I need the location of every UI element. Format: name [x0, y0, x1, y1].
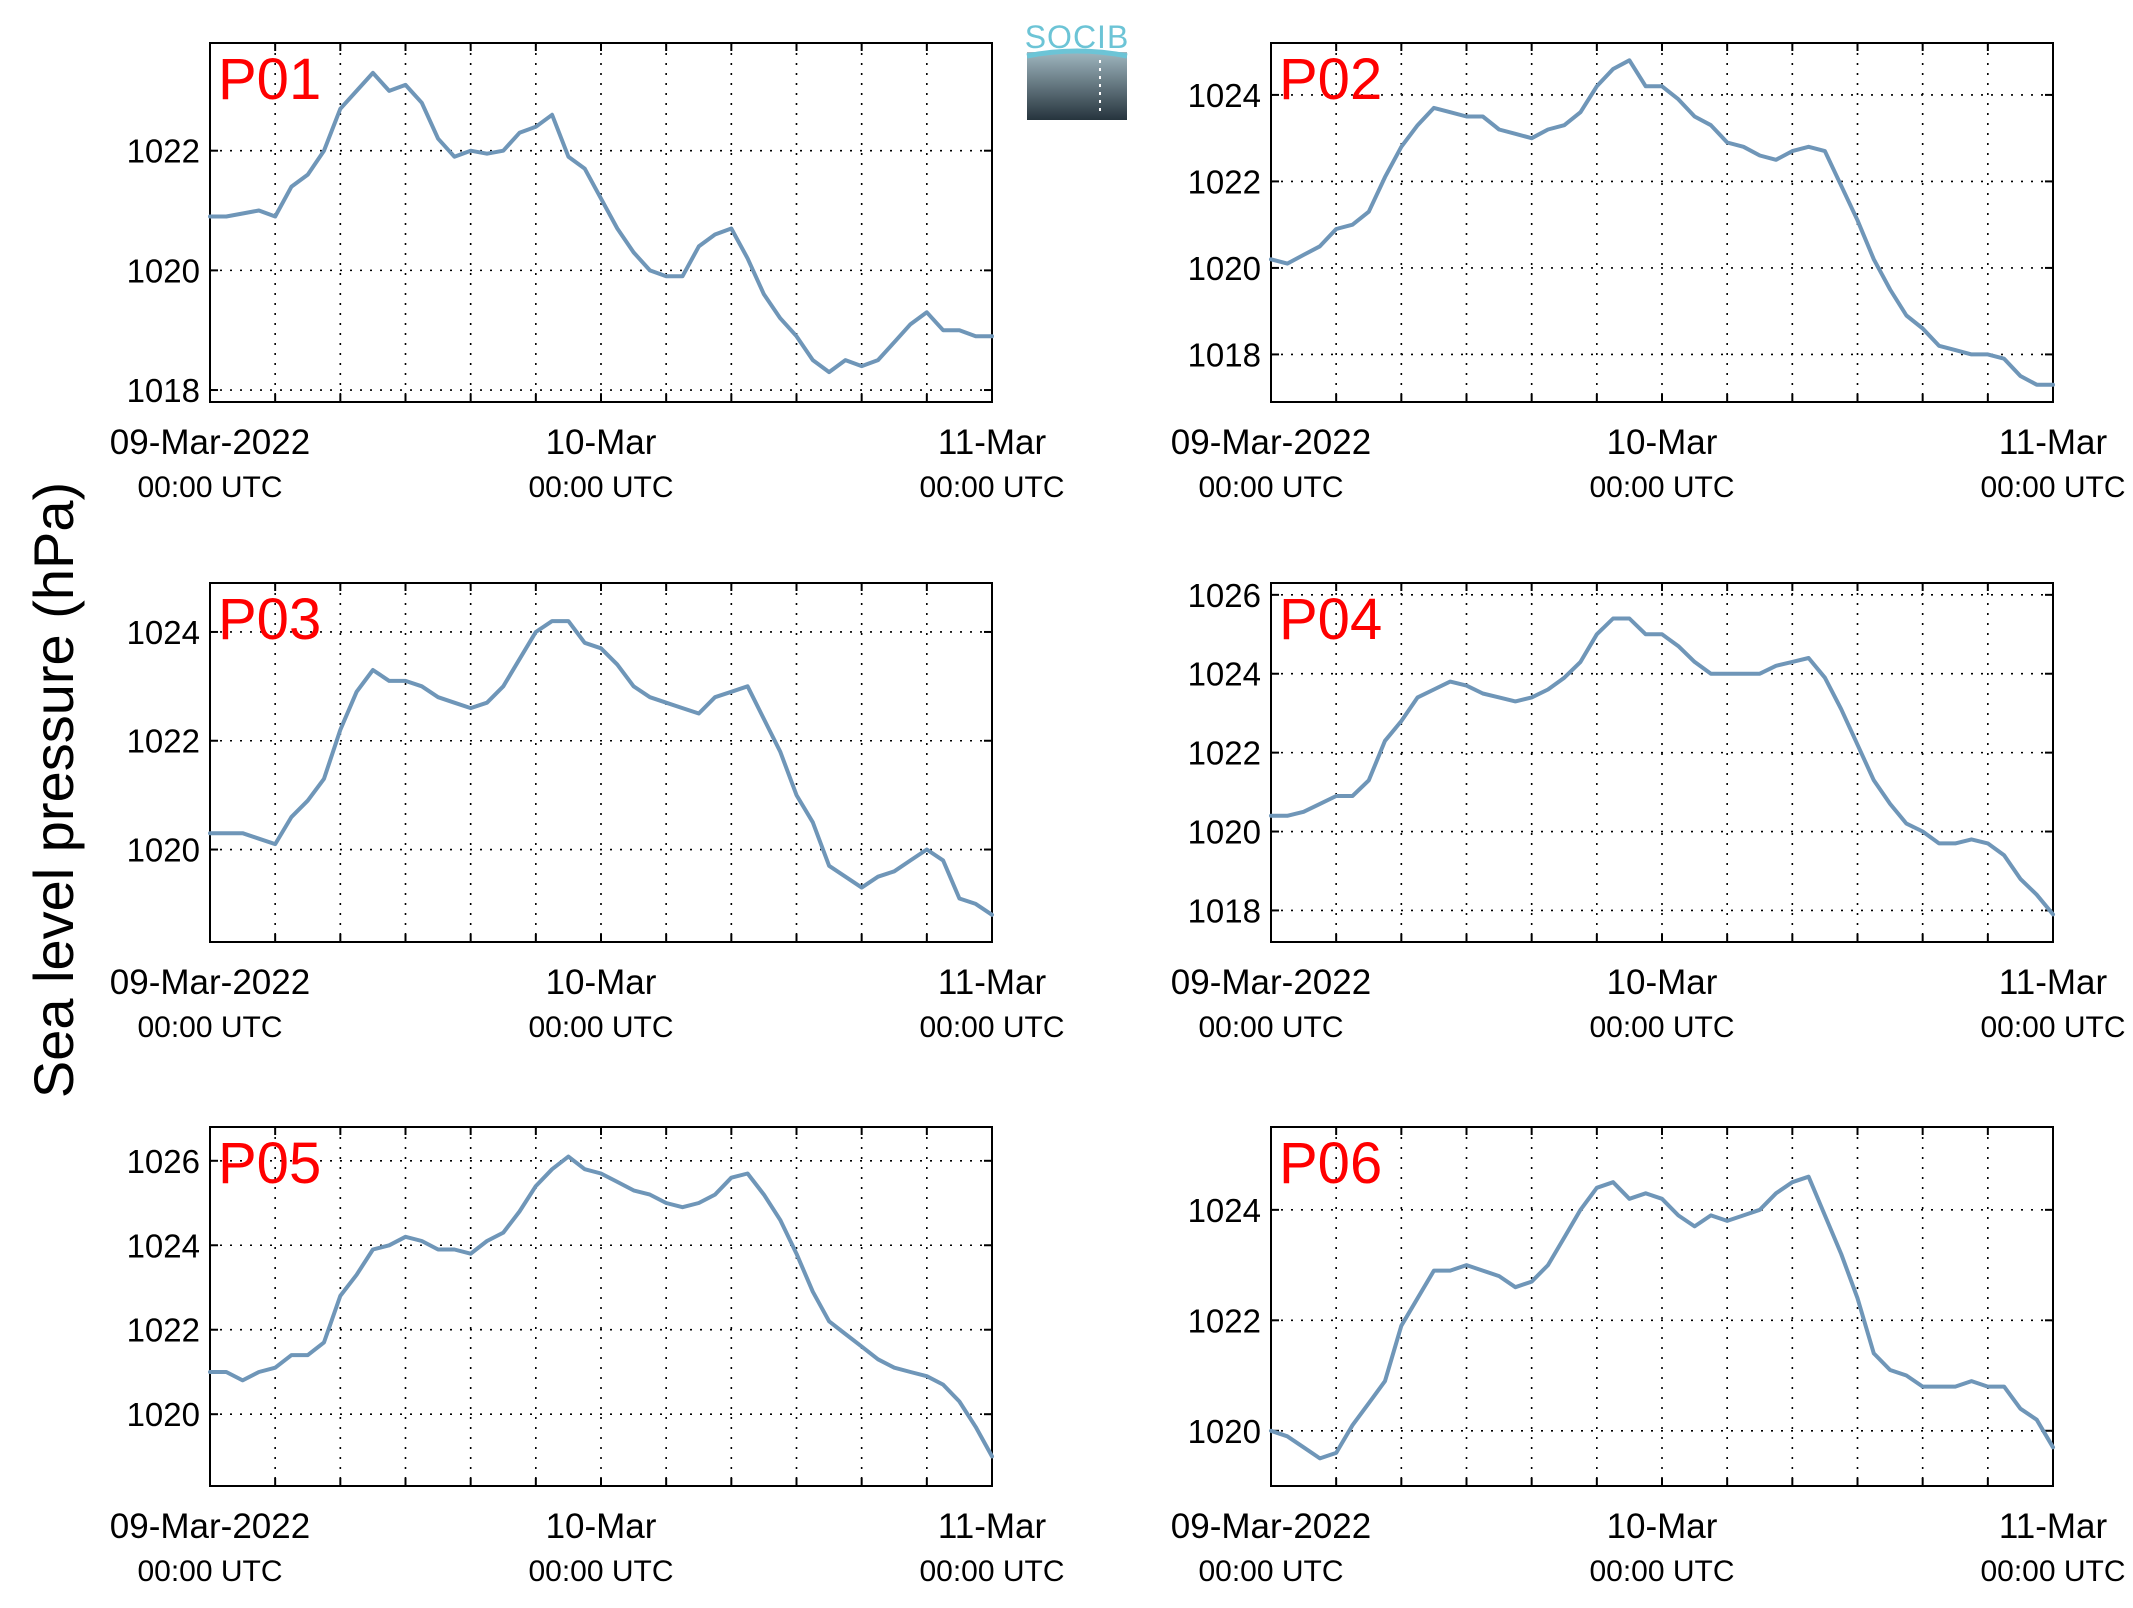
series-line-p02: [1269, 58, 2055, 387]
x-tick-label-time: 00:00 UTC: [919, 1555, 1064, 1588]
y-tick-label: 1020: [1188, 814, 1261, 851]
y-tick-label: 1022: [127, 1312, 200, 1349]
panel-label-p01: P01: [218, 47, 321, 112]
series-line-p06: [1269, 1174, 2055, 1461]
panel-p05: 1020 1022 1024 1026 09-Mar-2022 00:00 UTC 10-M…: [110, 1126, 1065, 1588]
x-tick-label-time: 00:00 UTC: [1980, 1555, 2125, 1588]
y-tick-label: 1022: [1188, 163, 1261, 200]
x-tick-label-time: 00:00 UTC: [1589, 1011, 1734, 1044]
x-tick-label-time: 00:00 UTC: [528, 1555, 673, 1588]
panel-label-p05: P05: [218, 1131, 321, 1196]
y-tick-label: 1020: [127, 1396, 200, 1433]
x-tick-label-date: 11-Mar: [938, 963, 1047, 1002]
x-tick-label-date: 10-Mar: [546, 423, 657, 462]
x-tick-label-time: 00:00 UTC: [528, 1011, 673, 1044]
x-tick-label-time: 00:00 UTC: [137, 1555, 282, 1588]
x-tick-label-date: 11-Mar: [1999, 423, 2108, 462]
x-tick-label-time: 00:00 UTC: [1980, 471, 2125, 504]
y-tick-label: 1020: [127, 252, 200, 289]
x-tick-label-date: 09-Mar-2022: [1171, 1507, 1371, 1546]
y-tick-label: 1026: [1188, 577, 1261, 614]
x-tick-label-date: 11-Mar: [938, 1507, 1047, 1546]
panel-label-p04: P04: [1279, 587, 1382, 652]
x-tick-label-time: 00:00 UTC: [1589, 471, 1734, 504]
axes-frame: [209, 1126, 993, 1487]
axes-frame: [1270, 582, 2054, 943]
y-tick-label: 1024: [1188, 77, 1261, 114]
panel-label-p02: P02: [1279, 47, 1382, 112]
x-tick-label-date: 10-Mar: [1607, 963, 1718, 1002]
axes-frame: [209, 582, 993, 943]
y-tick-label: 1022: [1188, 1302, 1261, 1339]
series-line-p05: [208, 1154, 994, 1459]
axes-frame: [1270, 1126, 2054, 1487]
panel-label-p06: P06: [1279, 1131, 1382, 1196]
x-tick-label-date: 09-Mar-2022: [1171, 423, 1371, 462]
x-tick-label-time: 00:00 UTC: [1198, 1555, 1343, 1588]
panel-p06: 1020 1022 1024 09-Mar-2022 00:00 UTC 10-Mar 00…: [1171, 1126, 2126, 1588]
socib-logo-block: [1027, 52, 1127, 120]
x-tick-label-time: 00:00 UTC: [919, 471, 1064, 504]
y-tick-label: 1018: [127, 372, 200, 409]
series-line-p04: [1269, 616, 2055, 917]
y-tick-label: 1024: [127, 614, 200, 651]
y-tick-label: 1022: [1188, 735, 1261, 772]
x-tick-label-time: 00:00 UTC: [137, 1011, 282, 1044]
x-tick-label-date: 09-Mar-2022: [110, 963, 310, 1002]
panel-label-p03: P03: [218, 587, 321, 652]
y-tick-label: 1018: [1188, 336, 1261, 373]
axes-frame: [209, 42, 993, 403]
x-tick-label-time: 00:00 UTC: [1980, 1011, 2125, 1044]
y-tick-label: 1024: [1188, 656, 1261, 693]
y-tick-label: 1020: [127, 832, 200, 869]
panel-p02: 1018 1020 1022 1024 09-Mar-2022 00:00 UTC 10-M…: [1171, 42, 2126, 504]
axes-frame: [1270, 42, 2054, 403]
x-tick-label-time: 00:00 UTC: [528, 471, 673, 504]
y-tick-label: 1018: [1188, 892, 1261, 929]
panel-p04: 1018 1020 1022 1024 1026 09-Mar-2022 00:00 UTC…: [1171, 577, 2126, 1044]
x-tick-label-time: 00:00 UTC: [1589, 1555, 1734, 1588]
y-axis-label: Sea level pressure (hPa): [22, 482, 85, 1098]
x-tick-label-time: 00:00 UTC: [919, 1011, 1064, 1044]
x-tick-label-date: 09-Mar-2022: [110, 1507, 310, 1546]
x-tick-label-time: 00:00 UTC: [1198, 471, 1343, 504]
x-tick-label-date: 10-Mar: [1607, 1507, 1718, 1546]
series-line-p01: [208, 70, 994, 375]
x-tick-label-time: 00:00 UTC: [137, 471, 282, 504]
socib-logo: SOCIB: [1025, 19, 1128, 120]
x-tick-label-date: 11-Mar: [1999, 1507, 2108, 1546]
y-tick-label: 1026: [127, 1143, 200, 1180]
x-tick-label-date: 11-Mar: [938, 423, 1047, 462]
x-tick-label-date: 10-Mar: [546, 1507, 657, 1546]
x-tick-label-date: 10-Mar: [546, 963, 657, 1002]
x-tick-label-date: 10-Mar: [1607, 423, 1718, 462]
x-tick-label-date: 09-Mar-2022: [110, 423, 310, 462]
x-tick-label-date: 09-Mar-2022: [1171, 963, 1371, 1002]
y-tick-label: 1024: [127, 1227, 200, 1264]
y-tick-label: 1024: [1188, 1192, 1261, 1229]
series-line-p03: [208, 619, 994, 917]
panel-p01: 1018 1020 1022 09-Mar-2022 00:00 UTC 10-Mar 00…: [110, 42, 1065, 504]
x-tick-label-time: 00:00 UTC: [1198, 1011, 1343, 1044]
y-tick-label: 1022: [127, 723, 200, 760]
x-tick-label-date: 11-Mar: [1999, 963, 2108, 1002]
y-tick-label: 1022: [127, 133, 200, 170]
y-tick-label: 1020: [1188, 250, 1261, 287]
y-tick-label: 1020: [1188, 1413, 1261, 1450]
panel-p03: 1020 1022 1024 09-Mar-2022 00:00 UTC 10-Mar 00…: [110, 582, 1065, 1044]
